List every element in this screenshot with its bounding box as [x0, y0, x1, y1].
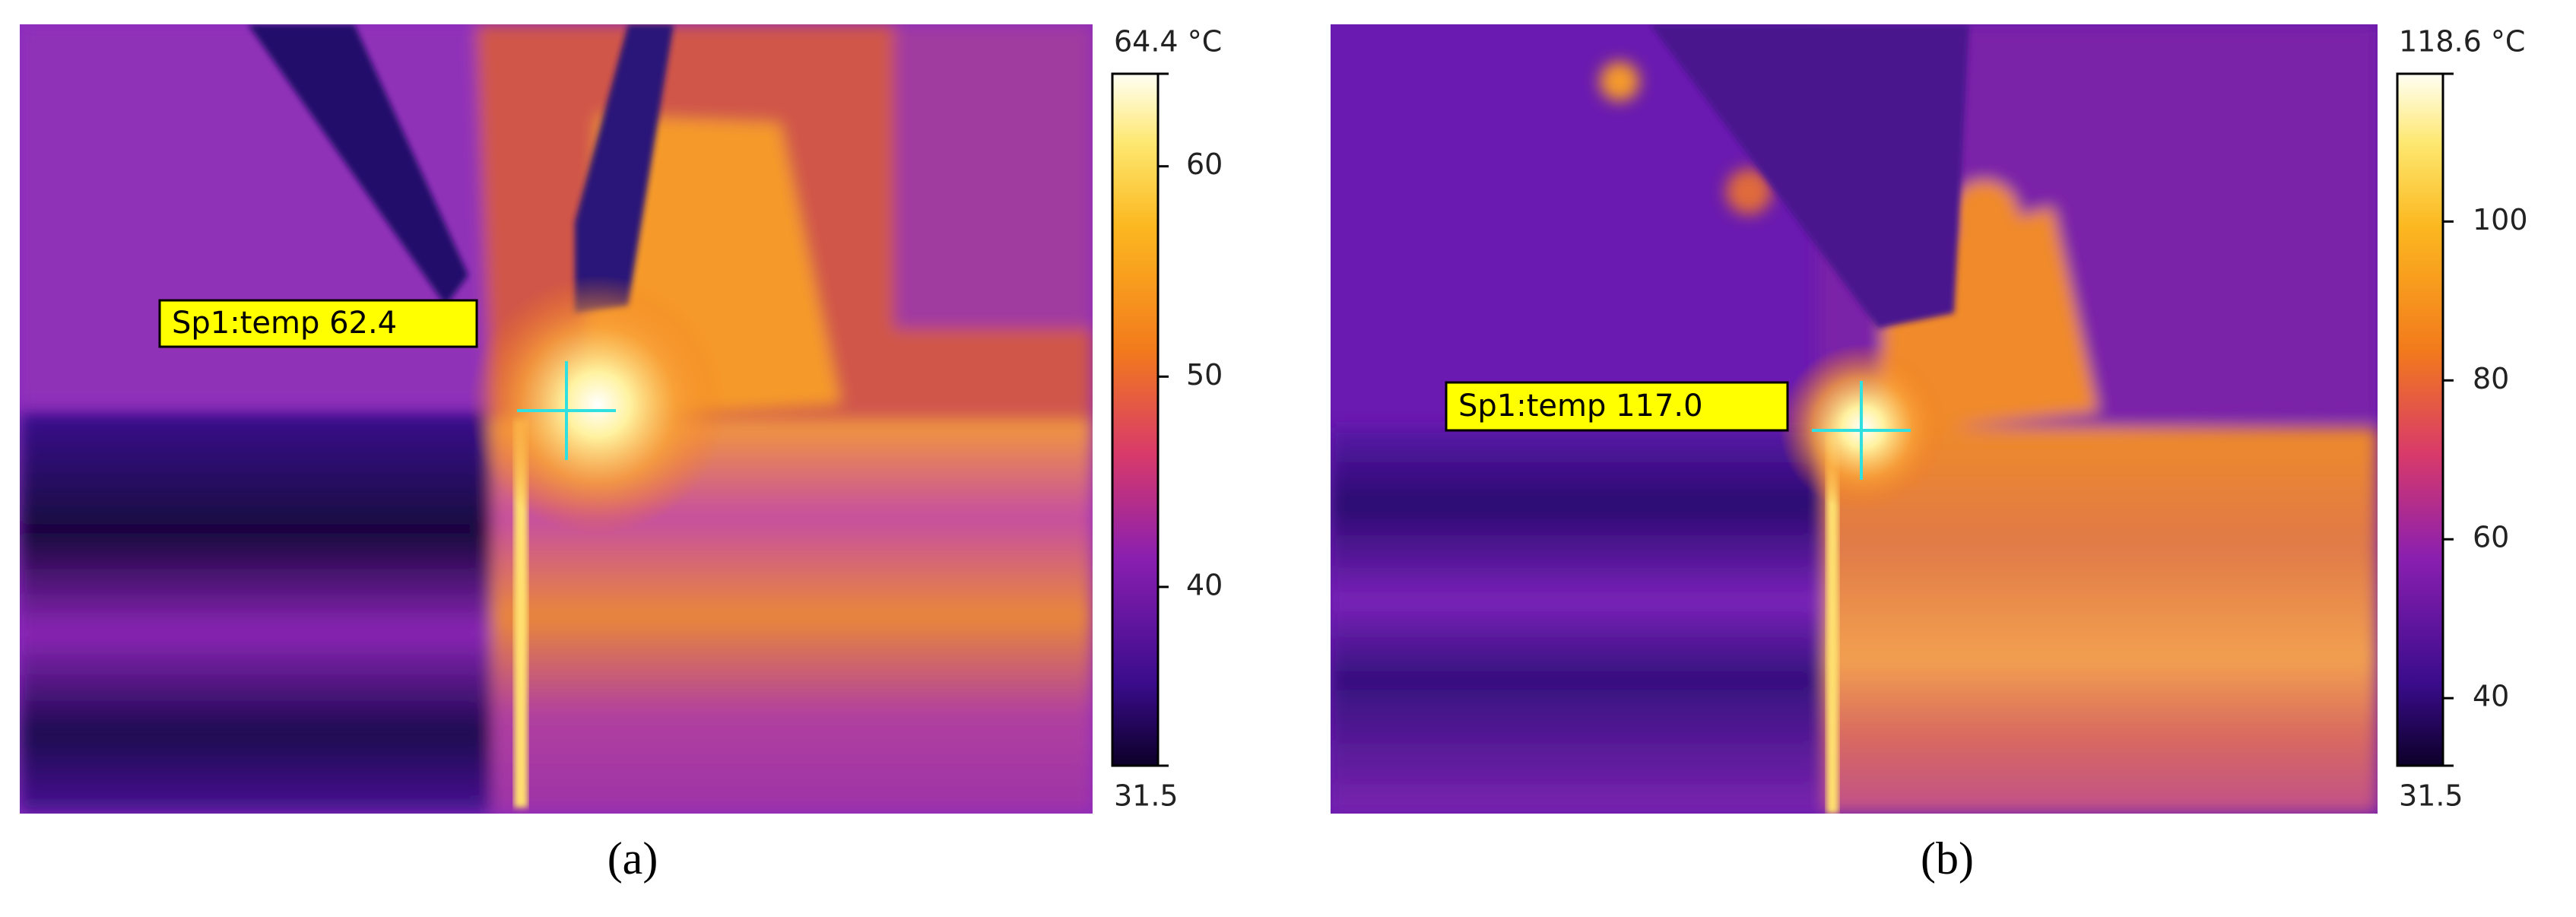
- colorbar-max-label: 118.6 °C: [2399, 25, 2525, 59]
- caption: (a): [608, 833, 658, 884]
- spot-label: Sp1:temp 62.4: [172, 306, 397, 341]
- colorbar-tick-label: 80: [2473, 362, 2509, 395]
- thermal-image: [1331, 24, 2378, 814]
- torch: [1650, 24, 1969, 328]
- spot-marker: [517, 361, 616, 460]
- cold-pipe: [1331, 427, 1825, 814]
- hot-bolt: [1600, 62, 1639, 101]
- thermal-image: [20, 24, 1093, 814]
- weld-line: [514, 420, 528, 808]
- nozzle: [248, 24, 468, 306]
- hot-bolt: [1726, 169, 1772, 214]
- colorbar: [2396, 72, 2444, 767]
- spot-label: Sp1:temp 117.0: [1458, 389, 1703, 424]
- colorbar-max-label: 64.4 °C: [1114, 25, 1222, 59]
- hot-bolt: [1950, 180, 2019, 249]
- warm-pipe: [1825, 427, 2378, 814]
- hot-spot: [468, 275, 727, 534]
- colorbar-tick-label: 40: [2473, 680, 2509, 713]
- colorbar-tick-label: 100: [2473, 203, 2528, 236]
- spot-marker: [1812, 381, 1911, 480]
- caption: (b): [1921, 833, 1974, 884]
- nozzle: [575, 24, 674, 313]
- spot-label-box: [1445, 381, 1789, 432]
- colorbar-min-label: 31.5: [2399, 779, 2463, 813]
- colorbar-tick-label: 60: [1186, 148, 1223, 181]
- scene: [20, 24, 1093, 814]
- cold-pipe: [20, 412, 491, 814]
- colorbar: [1111, 72, 1160, 767]
- spot-label-box: [158, 299, 478, 348]
- machine: [894, 24, 1093, 328]
- colorbar-min-label: 31.5: [1114, 779, 1179, 813]
- colorbar-tick-label: 40: [1186, 568, 1223, 601]
- weld-line: [1826, 435, 1838, 814]
- colorbar-tick-label: 60: [2473, 521, 2509, 554]
- colorbar-tick-label: 50: [1186, 358, 1223, 392]
